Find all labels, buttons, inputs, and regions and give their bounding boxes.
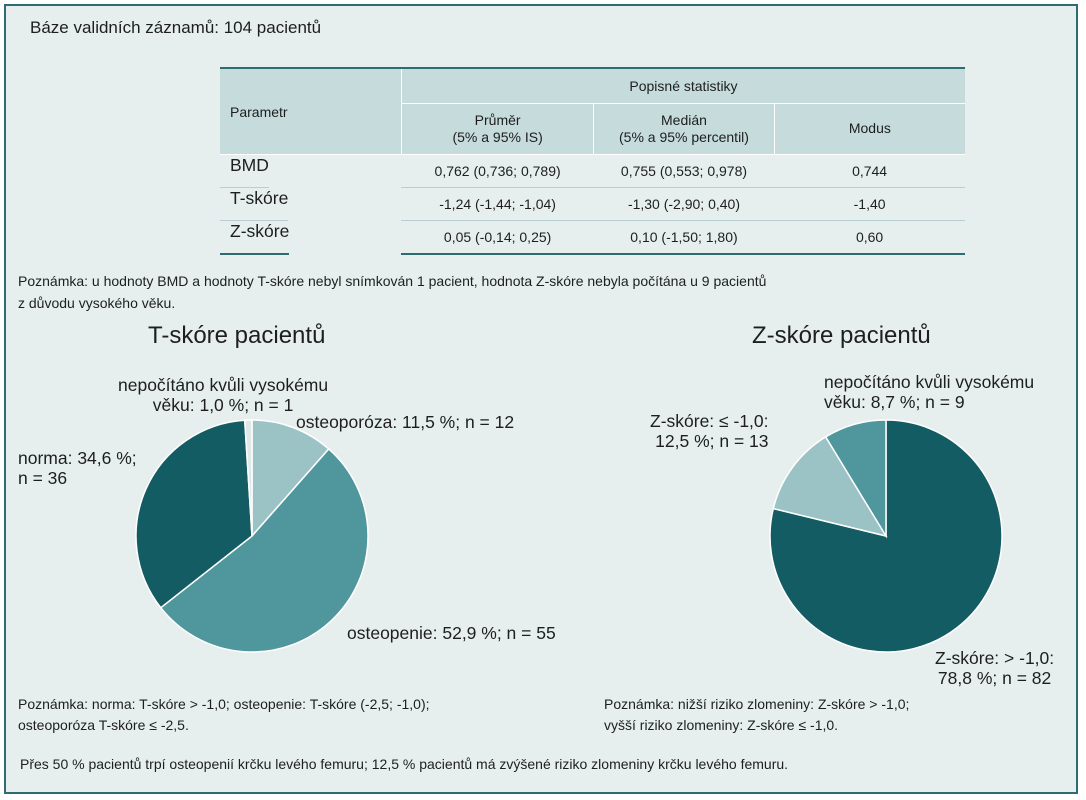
col-header-median-line1: Medián bbox=[661, 111, 707, 128]
row-mode: 0,744 bbox=[774, 154, 965, 188]
z-slice-label-not-computed-line1: nepočítáno kvůli vysokému bbox=[824, 372, 1035, 392]
t-score-pie-slice-3 bbox=[243, 419, 253, 537]
t-slice-label-normal-line2: n = 36 bbox=[18, 468, 68, 488]
table-row: BMD 0,762 (0,736; 0,789) 0,755 (0,553; 0… bbox=[220, 154, 965, 188]
t-slice-label-not-computed: nepočítáno kvůli vysokému věku: 1,0 %; n… bbox=[118, 375, 328, 415]
z-score-pie-slice-2 bbox=[824, 419, 887, 539]
row-mode: 0,60 bbox=[774, 220, 965, 255]
table-row: Z-skóre 0,05 (-0,14; 0,25) 0,10 (-1,50; … bbox=[220, 220, 965, 255]
col-header-mean-line2: (5% a 95% IS) bbox=[452, 129, 543, 145]
t-score-chart-title: T-skóre pacientů bbox=[148, 322, 326, 349]
z-score-chart-title: Z-skóre pacientů bbox=[752, 322, 931, 349]
base-records-heading: Báze validních záznamů: 104 pacientů bbox=[30, 18, 322, 37]
row-mean: 0,05 (-0,14; 0,25) bbox=[401, 220, 594, 255]
t-score-pie-slice-1 bbox=[159, 447, 369, 653]
col-header-mean-line1: Průměr bbox=[474, 111, 521, 128]
t-score-pie-chart bbox=[135, 419, 369, 653]
t-score-pie-slice-2 bbox=[135, 419, 253, 609]
z-slice-label-high-risk: Z-skóre: ≤ -1,0: 12,5 %; n = 13 bbox=[650, 411, 769, 451]
t-score-note-line1: Poznámka: norma: T-skóre > -1,0; osteope… bbox=[18, 696, 430, 712]
t-slice-label-osteopenia: osteopenie: 52,9 %; n = 55 bbox=[347, 623, 556, 643]
row-median: 0,755 (0,553; 0,978) bbox=[593, 154, 775, 188]
row-name: BMD bbox=[220, 155, 269, 188]
z-slice-label-high-risk-line1: Z-skóre: ≤ -1,0: bbox=[650, 411, 769, 431]
z-slice-label-not-computed: nepočítáno kvůli vysokému věku: 8,7 %; n… bbox=[824, 372, 1034, 412]
summary-footer: Přes 50 % pacientů trpí osteopenií krčku… bbox=[20, 756, 789, 772]
t-score-note: Poznámka: norma: T-skóre > -1,0; osteope… bbox=[18, 694, 430, 736]
z-score-note-line1: Poznámka: nižší riziko zlomeniny: Z-skór… bbox=[604, 696, 910, 712]
row-mean: -1,24 (-1,44; -1,04) bbox=[401, 187, 594, 221]
t-slice-label-osteoporosis: osteoporóza: 11,5 %; n = 12 bbox=[296, 412, 514, 432]
z-slice-label-low-risk: Z-skóre: > -1,0: 78,8 %; n = 82 bbox=[935, 648, 1054, 688]
param-header: Parametr bbox=[220, 67, 402, 155]
table-row: T-skóre -1,24 (-1,44; -1,04) -1,30 (-2,9… bbox=[220, 187, 965, 221]
col-header-mean: Průměr (5% a 95% IS) bbox=[400, 103, 594, 155]
table-note-line1: Poznámka: u hodnoty BMD a hodnoty T-skór… bbox=[18, 273, 767, 289]
col-header-mode: Modus bbox=[773, 103, 965, 155]
row-median: 0,10 (-1,50; 1,80) bbox=[593, 220, 775, 255]
t-slice-label-not-computed-line1: nepočítáno kvůli vysokému bbox=[118, 375, 329, 395]
col-header-median-line2: (5% a 95% percentil) bbox=[619, 129, 749, 145]
t-slice-label-osteopenia-text: osteopenie: 52,9 %; n = 55 bbox=[347, 623, 556, 643]
z-score-note: Poznámka: nižší riziko zlomeniny: Z-skór… bbox=[604, 694, 909, 736]
t-slice-label-normal-line1: norma: 34,6 %; bbox=[18, 448, 137, 468]
t-score-pie-slice-0 bbox=[251, 419, 330, 538]
row-name: Z-skóre bbox=[220, 220, 290, 255]
z-score-note-line2: vyšší riziko zlomeniny: Z-skóre ≤ -1,0. bbox=[604, 717, 839, 733]
t-slice-label-normal: norma: 34,6 %; n = 36 bbox=[18, 448, 137, 488]
group-header: Popisné statistiky bbox=[400, 67, 965, 104]
z-slice-label-low-risk-line2: 78,8 %; n = 82 bbox=[937, 668, 1052, 688]
z-score-pie-slice-0 bbox=[769, 419, 1003, 653]
z-slice-label-high-risk-line2: 12,5 %; n = 13 bbox=[655, 431, 769, 451]
row-name: T-skóre bbox=[220, 187, 289, 221]
col-header-median: Medián (5% a 95% percentil) bbox=[593, 103, 775, 155]
z-score-pie-chart bbox=[769, 419, 1003, 653]
t-slice-label-osteoporosis-text: osteoporóza: 11,5 %; n = 12 bbox=[296, 412, 515, 432]
row-mode: -1,40 bbox=[774, 187, 965, 221]
descriptive-stats-table: Parametr Popisné statistiky Průměr (5% a… bbox=[220, 67, 965, 255]
table-note-line2: z důvodu vysokého věku. bbox=[18, 295, 176, 311]
z-score-pie-slice-1 bbox=[772, 435, 888, 538]
z-slice-label-low-risk-line1: Z-skóre: > -1,0: bbox=[935, 648, 1055, 668]
row-median: -1,30 (-2,90; 0,40) bbox=[593, 187, 775, 221]
table-note: Poznámka: u hodnoty BMD a hodnoty T-skór… bbox=[18, 270, 1058, 314]
t-slice-label-not-computed-line2: věku: 1,0 %; n = 1 bbox=[152, 395, 294, 415]
t-score-note-line2: osteoporóza T-skóre ≤ -2,5. bbox=[18, 717, 189, 733]
row-mean: 0,762 (0,736; 0,789) bbox=[401, 154, 594, 188]
z-slice-label-not-computed-line2: věku: 8,7 %; n = 9 bbox=[824, 392, 965, 412]
